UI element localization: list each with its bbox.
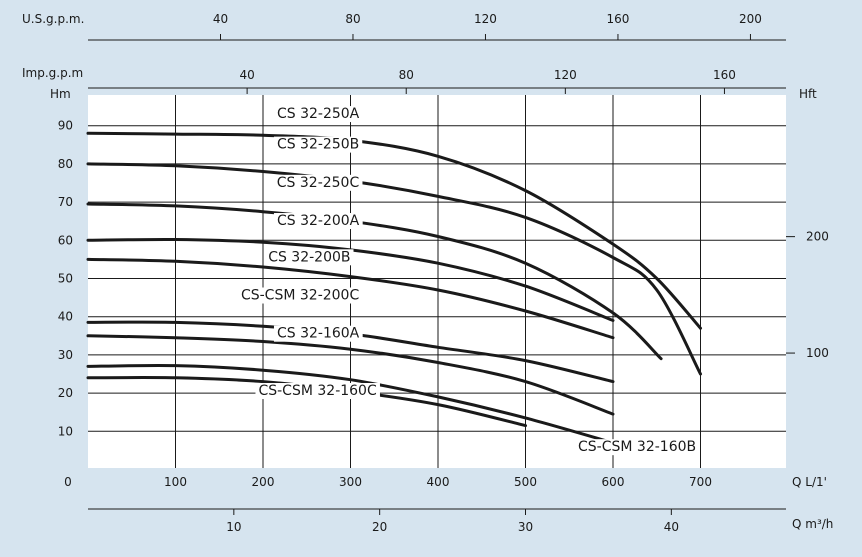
q-m3h-tick-label: 20 xyxy=(372,520,387,534)
curve-cs-32-250c xyxy=(86,202,663,361)
curve-label: CS 32-200B xyxy=(268,249,350,265)
q-lmin-tick-label: 200 xyxy=(252,475,275,489)
imp-gpm-axis-label: Imp.g.p.m xyxy=(22,66,83,80)
us-gpm-tick-label: 200 xyxy=(739,12,762,26)
us-gpm-tick-label: 80 xyxy=(345,12,360,26)
curve-label: CS 32-250C xyxy=(277,175,360,191)
q-lmin-tick-label: 600 xyxy=(602,475,625,489)
head-m-tick-label: 50 xyxy=(58,272,73,286)
head-m-tick-label: 80 xyxy=(58,157,73,171)
head-m-tick-label: 70 xyxy=(58,195,73,209)
q-m3h-tick-label: 10 xyxy=(226,520,241,534)
us-gpm-tick-label: 40 xyxy=(213,12,228,26)
imp-gpm-tick-label: 120 xyxy=(554,68,577,82)
curve-label-background xyxy=(237,287,363,304)
curve-label-background xyxy=(273,325,363,342)
head-ft-tick-label: 100 xyxy=(806,346,829,360)
curve-cs-csm-32-160b xyxy=(86,363,615,445)
curve-label: CS 32-200A xyxy=(277,213,360,229)
head-m-tick-label: 40 xyxy=(58,310,73,324)
curve-label: CS 32-160A xyxy=(277,326,360,342)
head-m-tick-label: 10 xyxy=(58,424,73,438)
us-gpm-axis-label: U.S.g.p.m. xyxy=(22,12,84,26)
curve-label-background xyxy=(575,439,700,456)
head-m-tick-label: 90 xyxy=(58,119,73,133)
curve-label: CS-CSM 32-200C xyxy=(241,288,359,304)
q-lmin-tick-label: 100 xyxy=(164,475,187,489)
us-gpm-tick-label: 160 xyxy=(607,12,630,26)
grid xyxy=(88,95,786,468)
curve-label: CS 32-250B xyxy=(277,137,359,153)
head-ft-tick-label: 200 xyxy=(806,230,829,244)
head-ft-axis-label: Hft xyxy=(799,87,817,101)
us-gpm-tick-label: 120 xyxy=(474,12,497,26)
q-m3h-axis-label: Q m³/h xyxy=(792,517,833,531)
q-lmin-tick-label: 0 xyxy=(64,475,72,489)
imp-gpm-tick-label: 160 xyxy=(713,68,736,82)
curve-label-background xyxy=(273,174,363,191)
curve-label-background xyxy=(255,383,380,400)
curve-cs-32-250b xyxy=(86,162,702,376)
curve-label-background xyxy=(273,213,363,230)
q-lmin-tick-label: 300 xyxy=(339,475,362,489)
curve-label: CS-CSM 32-160C xyxy=(258,383,376,399)
q-m3h-tick-label: 40 xyxy=(664,520,679,534)
plot-area xyxy=(88,95,786,468)
curve-label-background xyxy=(273,136,363,153)
curve-cs-32-250a xyxy=(86,131,702,330)
head-m-axis-label: Hm xyxy=(50,87,71,101)
q-m3h-tick-label: 30 xyxy=(518,520,533,534)
curve-label: CS-CSM 32-160B xyxy=(578,439,696,455)
q-lmin-tick-label: 400 xyxy=(427,475,450,489)
q-lmin-axis-label: Q L/1' xyxy=(792,475,827,489)
curve-cs-32-160a xyxy=(86,334,615,416)
head-m-tick-label: 30 xyxy=(58,348,73,362)
q-lmin-tick-label: 500 xyxy=(514,475,537,489)
head-m-tick-label: 60 xyxy=(58,233,73,247)
curve-label-background xyxy=(265,249,354,266)
curve-cs-32-200b xyxy=(86,257,615,340)
curve-label: CS 32-250A xyxy=(277,106,360,122)
q-lmin-tick-label: 700 xyxy=(689,475,712,489)
head-m-tick-label: 20 xyxy=(58,386,73,400)
imp-gpm-tick-label: 80 xyxy=(399,68,414,82)
curve-label-background xyxy=(273,106,363,123)
imp-gpm-tick-label: 40 xyxy=(239,68,254,82)
